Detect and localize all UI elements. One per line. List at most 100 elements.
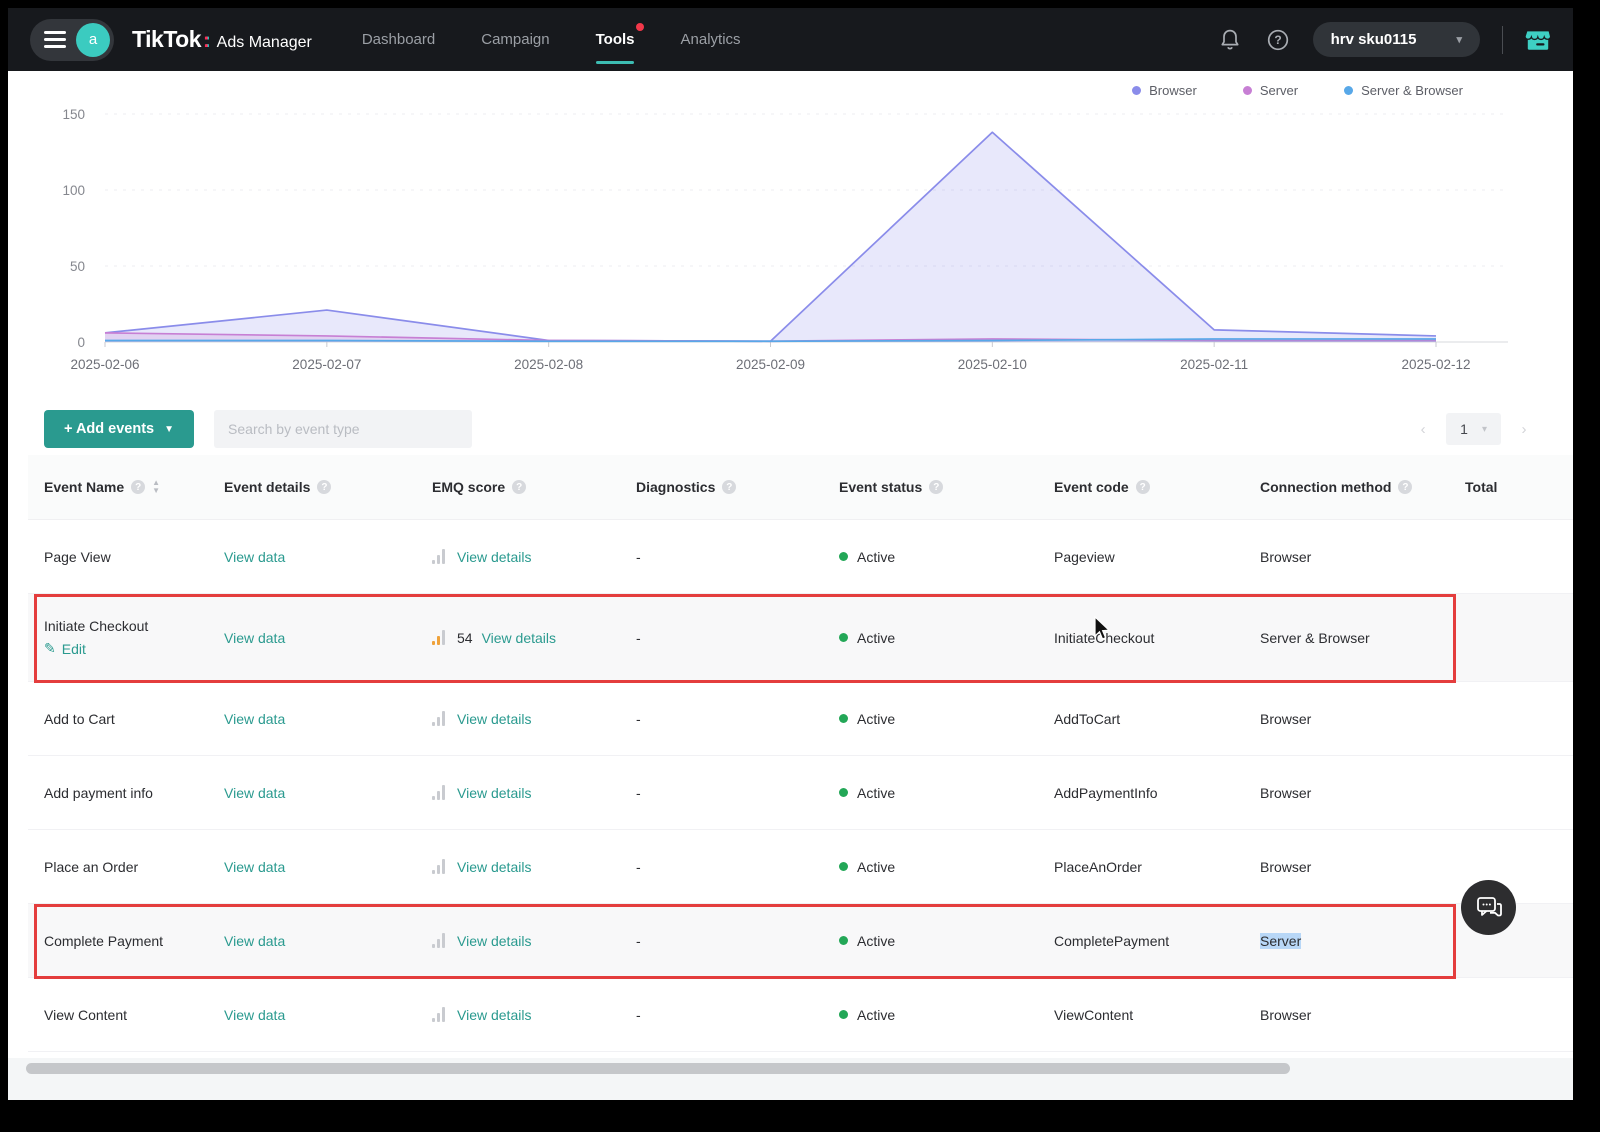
status-label: Active (857, 629, 896, 646)
status-label: Active (857, 784, 896, 801)
view-details-link[interactable]: View details (457, 932, 532, 949)
emq-bars-icon (432, 630, 445, 645)
status-dot-icon (839, 788, 848, 797)
column-label: Total (1465, 479, 1498, 495)
shop-icon[interactable] (1525, 27, 1551, 53)
event-code: PlaceAnOrder (1054, 858, 1142, 875)
hamburger-icon (44, 31, 66, 48)
column-header-connection-method[interactable]: Connection method ? (1244, 479, 1449, 495)
info-icon[interactable]: ? (929, 480, 944, 494)
svg-text:50: 50 (70, 259, 85, 274)
view-data-link[interactable]: View data (224, 932, 286, 949)
add-events-label: + Add events (64, 421, 155, 437)
table-row-initiate-checkout[interactable]: Initiate Checkout ✎ Edit View data 54 Vie… (28, 594, 1573, 683)
view-details-link[interactable]: View details (481, 629, 557, 646)
info-icon[interactable]: ? (317, 480, 332, 494)
legend-label: Server & Browser (1361, 83, 1463, 98)
view-data-link[interactable]: View data (224, 710, 286, 727)
help-icon[interactable]: ? (1265, 27, 1291, 53)
svg-text:0: 0 (77, 335, 85, 350)
active-tab-underline (596, 61, 635, 64)
emq-bars-icon (432, 933, 445, 948)
nav-item-tools[interactable]: Tools (596, 9, 644, 70)
diagnostics-value: - (636, 1006, 641, 1023)
next-page-icon[interactable]: › (1521, 420, 1527, 438)
table-row-page-view[interactable]: Page View View data View details - Activ… (28, 520, 1573, 594)
search-input[interactable] (214, 410, 473, 448)
table-row-add-payment-info[interactable]: Add payment info View data View details … (28, 756, 1573, 830)
diagnostics-value: - (636, 629, 641, 646)
column-label: Connection method (1260, 479, 1392, 495)
prev-page-icon[interactable]: ‹ (1420, 420, 1426, 438)
bottom-strip (8, 1080, 1573, 1100)
view-details-link[interactable]: View details (457, 858, 532, 875)
legend-item-server[interactable]: Server (1242, 83, 1298, 98)
column-header-event-details[interactable]: Event details ? (208, 479, 416, 495)
column-header-emq-score[interactable]: EMQ score ? (416, 479, 620, 495)
nav-item-dashboard[interactable]: Dashboard (362, 9, 435, 70)
status-dot-icon (839, 1010, 848, 1019)
connection-method: Server (1260, 932, 1302, 949)
diagnostics-value: - (636, 548, 641, 565)
view-details-link[interactable]: View details (457, 784, 532, 801)
column-header-event-status[interactable]: Event status ? (823, 479, 1038, 495)
table-row-add-to-cart[interactable]: Add to Cart View data View details - Act… (28, 682, 1573, 756)
view-data-link[interactable]: View data (224, 629, 286, 646)
scrollbar-thumb[interactable] (26, 1063, 1290, 1074)
sort-icon[interactable]: ▲ ▼ (152, 478, 161, 495)
column-header-event-code[interactable]: Event code ? (1038, 479, 1244, 495)
table-row-place-an-order[interactable]: Place an Order View data View details - … (28, 830, 1573, 904)
table-row-view-content[interactable]: View Content View data View details - Ac… (28, 978, 1573, 1052)
event-code: ViewContent (1054, 1006, 1134, 1023)
info-icon[interactable]: ? (1398, 480, 1413, 494)
horizontal-scrollbar (8, 1058, 1573, 1080)
app-window: a TikTok: Ads Manager Dashboard Campaign… (8, 8, 1573, 1100)
status-label: Active (857, 1006, 896, 1023)
info-icon[interactable]: ? (512, 480, 527, 494)
view-data-link[interactable]: View data (224, 548, 286, 565)
main-menu-button[interactable]: a (30, 18, 114, 61)
avatar[interactable]: a (76, 22, 110, 57)
column-header-total[interactable]: Total (1449, 479, 1573, 495)
chat-support-button[interactable] (1461, 880, 1516, 935)
event-name: Add payment info (44, 784, 153, 801)
add-events-button[interactable]: + Add events ▼ (44, 410, 195, 448)
table-row-complete-payment[interactable]: Complete Payment View data View details … (28, 904, 1573, 979)
info-icon[interactable]: ? (722, 480, 737, 494)
event-name: Page View (44, 548, 111, 565)
column-label: EMQ score (432, 479, 506, 495)
view-data-link[interactable]: View data (224, 858, 286, 875)
view-details-link[interactable]: View details (457, 710, 532, 727)
emq-bars-icon (432, 859, 445, 874)
column-label: Event details (224, 479, 311, 495)
emq-bars-icon (432, 549, 445, 564)
column-label: Diagnostics (636, 479, 716, 495)
diagnostics-value: - (636, 932, 641, 949)
nav-item-campaign[interactable]: Campaign (481, 9, 549, 70)
notification-bell-icon[interactable] (1217, 27, 1243, 53)
connection-method: Browser (1260, 858, 1312, 875)
events-table: Event Name ? ▲ ▼ Event details ? EMQ scor… (28, 455, 1573, 1052)
chart-legend: Browser Server Server & Browser (1132, 83, 1463, 98)
event-name: Initiate Checkout (44, 618, 149, 634)
svg-text:2025-02-11: 2025-02-11 (1180, 357, 1248, 372)
page-select[interactable]: 1 ▾ (1446, 413, 1501, 445)
view-details-link[interactable]: View details (457, 548, 532, 565)
column-header-event-name[interactable]: Event Name ? ▲ ▼ (28, 478, 208, 495)
info-icon[interactable]: ? (1135, 480, 1150, 494)
svg-text:2025-02-10: 2025-02-10 (958, 357, 1027, 372)
edit-link[interactable]: ✎ Edit (44, 640, 86, 657)
legend-item-server-browser[interactable]: Server & Browser (1344, 83, 1463, 98)
legend-item-browser[interactable]: Browser (1132, 83, 1197, 98)
view-details-link[interactable]: View details (457, 1006, 532, 1023)
info-icon[interactable]: ? (131, 480, 146, 494)
nav-item-analytics[interactable]: Analytics (681, 9, 741, 70)
brand-logo: TikTok: Ads Manager (132, 26, 312, 53)
column-header-diagnostics[interactable]: Diagnostics ? (620, 479, 823, 495)
table-header: Event Name ? ▲ ▼ Event details ? EMQ scor… (28, 455, 1573, 520)
account-selector[interactable]: hrv sku0115 ▾ (1312, 22, 1480, 57)
status-label: Active (857, 548, 896, 565)
column-label: Event Name (44, 479, 125, 495)
view-data-link[interactable]: View data (224, 784, 286, 801)
view-data-link[interactable]: View data (224, 1006, 286, 1023)
